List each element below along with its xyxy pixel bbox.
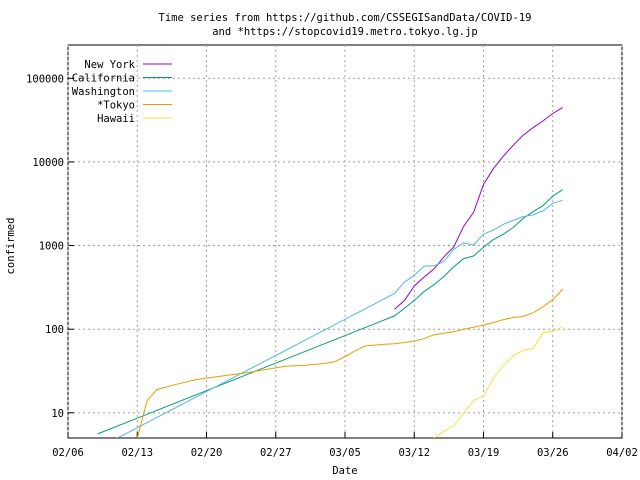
y-tick-label: 100 xyxy=(45,324,64,336)
legend-label: Washington xyxy=(72,86,135,98)
series-line xyxy=(394,107,563,310)
y-tick-label: 10000 xyxy=(32,157,64,169)
series-line xyxy=(433,326,563,438)
y-tick-label: 1000 xyxy=(39,241,64,253)
legend-label: California xyxy=(72,73,135,85)
series-line xyxy=(117,199,563,438)
x-tick-label: 03/19 xyxy=(468,447,500,459)
y-axis-label: confirmed xyxy=(5,218,17,275)
y-tick-label: 10 xyxy=(51,408,64,420)
x-tick-label: 02/20 xyxy=(191,447,223,459)
chart-subtitle: and *https://stopcovid19.metro.tokyo.lg.… xyxy=(212,26,478,38)
x-tick-label: 03/26 xyxy=(537,447,569,459)
x-tick-label: 02/27 xyxy=(260,447,292,459)
legend-label: Hawaii xyxy=(97,113,135,125)
legend-label: *Tokyo xyxy=(97,100,135,112)
x-tick-label: 03/05 xyxy=(329,447,361,459)
chart-title: Time series from https://github.com/CSSE… xyxy=(159,12,532,24)
x-tick-label: 02/13 xyxy=(121,447,153,459)
legend-label: New York xyxy=(84,59,135,71)
x-tick-label: 02/06 xyxy=(52,447,84,459)
x-tick-label: 03/12 xyxy=(398,447,430,459)
series-line xyxy=(136,289,563,438)
series-line xyxy=(97,189,563,435)
x-axis-label: Date xyxy=(332,465,357,477)
x-tick-label: 04/02 xyxy=(606,447,638,459)
y-tick-label: 100000 xyxy=(26,73,64,85)
